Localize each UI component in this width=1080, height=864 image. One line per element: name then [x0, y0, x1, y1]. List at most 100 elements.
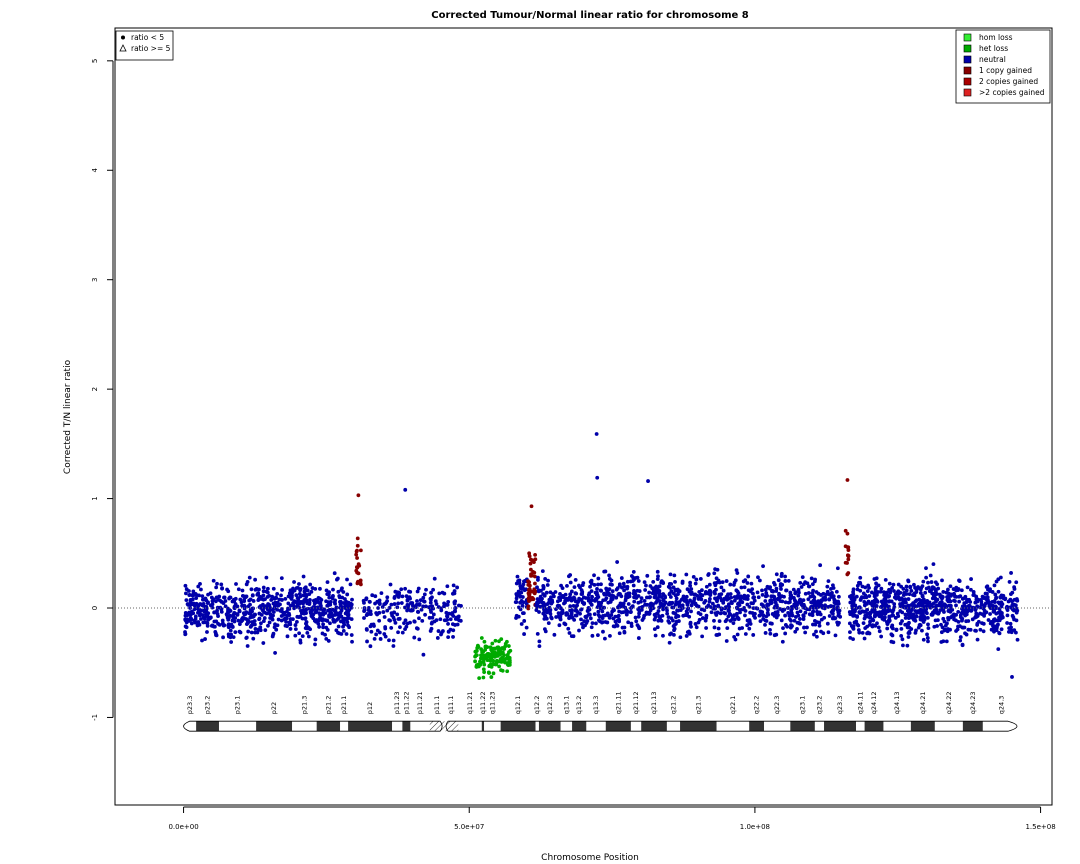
data-point: [707, 599, 712, 604]
data-point: [339, 588, 344, 592]
data-point: [866, 583, 871, 588]
data-point: [846, 571, 851, 575]
data-point: [779, 574, 784, 579]
data-point: [597, 618, 601, 623]
data-point: [988, 606, 993, 611]
data-point: [285, 624, 289, 629]
data-point: [1011, 603, 1016, 607]
data-point: [481, 667, 486, 672]
data-point: [745, 602, 750, 607]
data-point: [998, 595, 1003, 600]
data-point: [655, 577, 660, 581]
data-point: [729, 599, 734, 604]
data-point: [251, 636, 256, 641]
data-point: [801, 613, 806, 618]
data-point: [332, 600, 337, 605]
data-point: [264, 611, 269, 616]
data-point: [917, 601, 921, 606]
data-point: [253, 577, 258, 582]
data-point: [965, 606, 970, 611]
data-point: [622, 625, 627, 630]
data-point: [739, 585, 744, 590]
data-point: [795, 603, 799, 607]
data-point: [948, 609, 953, 614]
data-point: [921, 598, 926, 603]
data-point: [224, 612, 229, 617]
data-point: [338, 599, 342, 604]
data-point: [900, 637, 905, 642]
data-point: [687, 614, 692, 619]
data-point: [910, 614, 915, 619]
data-point: [544, 590, 549, 595]
data-point: [667, 600, 672, 605]
data-point: [446, 635, 451, 640]
data-point: [381, 610, 386, 614]
data-point: [790, 624, 794, 628]
data-point: [730, 617, 735, 621]
data-point: [940, 625, 945, 630]
data-point: [552, 594, 556, 599]
data-point: [479, 636, 484, 640]
data-point: [946, 591, 951, 596]
data-point: [735, 632, 740, 637]
data-point: [479, 647, 484, 652]
data-point: [652, 627, 657, 632]
band-label: q24.3: [997, 696, 1005, 715]
data-point: [939, 600, 944, 604]
data-point: [657, 599, 662, 603]
data-point: [205, 630, 209, 634]
data-point: [672, 632, 676, 637]
data-point: [716, 626, 721, 631]
data-point-outlier: [594, 432, 599, 436]
data-point: [493, 638, 498, 643]
ideogram-band: [824, 721, 857, 732]
data-point: [801, 605, 806, 610]
data-point: [666, 584, 671, 589]
data-point: [189, 609, 194, 614]
data-point: [344, 632, 349, 636]
data-point: [721, 588, 726, 593]
data-point: [187, 593, 192, 598]
data-point: [636, 636, 641, 640]
data-point: [505, 669, 510, 674]
data-point: [228, 613, 232, 618]
data-point: [430, 604, 435, 609]
data-point: [539, 598, 544, 603]
data-point: [703, 598, 708, 603]
data-point: [924, 566, 928, 571]
data-point: [531, 570, 535, 574]
data-point: [301, 574, 306, 579]
data-point: [298, 594, 303, 599]
data-point: [867, 631, 872, 636]
data-point: [429, 621, 434, 626]
data-point: [325, 627, 330, 632]
data-point: [905, 622, 909, 627]
data-point: [358, 548, 363, 553]
data-point: [580, 600, 585, 605]
data-point: [249, 587, 254, 592]
data-point: [489, 647, 494, 652]
data-point: [673, 611, 678, 616]
data-point: [903, 599, 908, 604]
data-point: [393, 589, 398, 594]
data-point: [667, 640, 672, 645]
data-point: [453, 605, 458, 610]
data-point: [999, 616, 1003, 621]
data-point: [862, 599, 867, 604]
data-point: [599, 600, 604, 605]
data-point: [667, 581, 672, 586]
data-point: [974, 628, 978, 633]
data-point: [297, 631, 302, 636]
ideogram-band: [292, 721, 317, 732]
data-point: [798, 617, 802, 621]
data-point: [883, 577, 888, 582]
data-point: [582, 619, 587, 624]
data-point: [246, 629, 251, 634]
data-point: [684, 634, 689, 638]
data-point: [874, 589, 878, 594]
data-point: [276, 603, 281, 608]
data-point: [819, 617, 824, 622]
data-point: [648, 602, 653, 607]
data-point: [638, 599, 643, 604]
data-point: [653, 615, 658, 620]
